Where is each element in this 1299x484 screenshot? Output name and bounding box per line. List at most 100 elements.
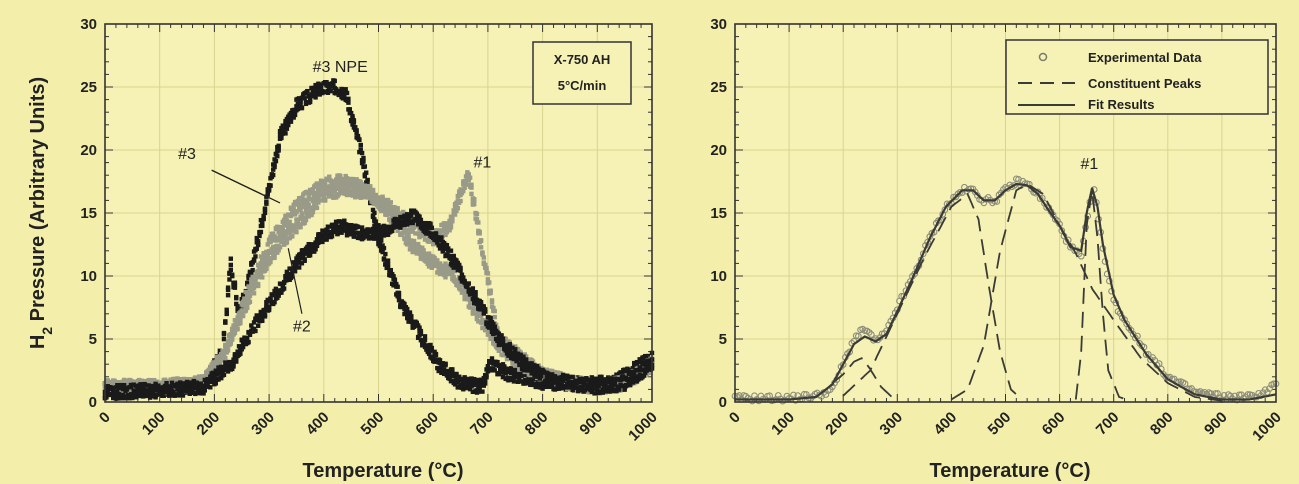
left-data-point bbox=[281, 238, 287, 244]
left-data-point bbox=[391, 210, 396, 216]
left-data-point bbox=[484, 320, 489, 325]
left-data-point bbox=[169, 380, 175, 386]
left-data-point bbox=[164, 381, 169, 386]
left-data-point bbox=[432, 240, 437, 246]
left-data-point bbox=[450, 367, 455, 372]
left-data-point bbox=[626, 368, 631, 373]
left-data-point bbox=[458, 198, 463, 204]
left-data-point bbox=[255, 239, 261, 244]
left-data-point bbox=[216, 377, 221, 382]
left-data-point bbox=[316, 200, 321, 205]
left-data-point bbox=[452, 268, 458, 274]
left-data-point bbox=[250, 267, 255, 273]
left-data-point bbox=[175, 387, 180, 392]
left-data-point bbox=[257, 267, 262, 273]
left-data-point bbox=[627, 377, 633, 382]
left-data-point bbox=[354, 177, 359, 182]
left-data-point bbox=[313, 201, 318, 206]
left-data-point bbox=[194, 380, 199, 385]
left-data-point bbox=[481, 304, 486, 309]
left-data-point bbox=[370, 207, 376, 213]
left-data-point bbox=[450, 258, 455, 264]
left-data-point bbox=[245, 305, 250, 311]
left-data-point bbox=[227, 277, 232, 282]
left-data-point bbox=[395, 228, 400, 234]
left-data-point bbox=[255, 242, 261, 248]
left-data-point bbox=[359, 225, 365, 230]
left-data-point bbox=[281, 125, 287, 130]
left-data-point bbox=[426, 251, 432, 256]
left-data-point bbox=[331, 81, 336, 87]
left-data-point bbox=[340, 95, 346, 101]
left-data-point bbox=[316, 86, 321, 92]
left-data-point bbox=[296, 259, 302, 264]
left-data-point bbox=[333, 219, 339, 225]
left-data-point bbox=[488, 315, 493, 321]
left-data-point bbox=[407, 242, 413, 247]
left-data-point bbox=[245, 335, 250, 341]
left-data-point bbox=[421, 232, 426, 238]
left-data-point bbox=[462, 185, 467, 190]
left-data-point bbox=[269, 292, 275, 298]
left-data-point bbox=[547, 368, 552, 373]
left-data-point bbox=[540, 384, 545, 390]
left-data-point bbox=[508, 366, 514, 371]
left-data-point bbox=[251, 291, 257, 296]
left-data-point bbox=[473, 309, 478, 314]
left-data-point bbox=[491, 321, 496, 327]
left-data-point bbox=[395, 208, 400, 213]
left-data-point bbox=[234, 356, 239, 362]
left-data-point bbox=[458, 377, 463, 383]
left-data-point bbox=[221, 372, 227, 377]
left-data-point bbox=[139, 382, 145, 387]
left-data-point bbox=[443, 245, 448, 250]
left-data-point bbox=[552, 370, 558, 375]
left-data-point bbox=[236, 344, 242, 349]
left-data-point bbox=[523, 357, 529, 362]
left-data-point bbox=[314, 237, 320, 242]
left-data-point bbox=[333, 228, 339, 234]
left-series--2 bbox=[102, 208, 655, 401]
left-data-point bbox=[318, 83, 324, 88]
left-data-point bbox=[321, 192, 326, 197]
left-data-point bbox=[146, 383, 151, 388]
left-data-point bbox=[636, 368, 641, 373]
left-data-point bbox=[441, 269, 447, 275]
left-data-point bbox=[131, 382, 136, 387]
left-data-point bbox=[473, 382, 478, 387]
left-data-point bbox=[466, 172, 471, 177]
left-data-point bbox=[238, 320, 243, 326]
left-data-point bbox=[462, 375, 467, 380]
left-data-point bbox=[439, 243, 444, 248]
left-data-point bbox=[225, 348, 231, 353]
left-data-point bbox=[552, 375, 558, 381]
left-data-point bbox=[426, 264, 432, 269]
left-data-point bbox=[212, 376, 217, 382]
left-data-point bbox=[417, 233, 422, 238]
left-data-point bbox=[279, 239, 284, 245]
left-data-point bbox=[433, 352, 439, 358]
left-data-point bbox=[221, 332, 227, 337]
left-data-point bbox=[407, 220, 413, 225]
left-data-point bbox=[153, 395, 158, 400]
left-data-point bbox=[398, 225, 403, 230]
left-data-point bbox=[335, 231, 340, 237]
left-data-point bbox=[394, 222, 399, 227]
left-data-point bbox=[136, 392, 142, 397]
left-data-point bbox=[333, 223, 339, 228]
left-data-point bbox=[363, 187, 369, 192]
left-data-point bbox=[492, 308, 497, 314]
left-data-point bbox=[626, 371, 631, 377]
left-data-point bbox=[273, 158, 279, 164]
left-data-point bbox=[228, 262, 234, 268]
left-data-point bbox=[147, 391, 153, 396]
left-data-point bbox=[474, 301, 480, 306]
left-data-point bbox=[388, 200, 394, 205]
left-data-point bbox=[633, 367, 638, 373]
left-data-point bbox=[515, 356, 521, 362]
left-data-point bbox=[374, 227, 380, 233]
left-data-point bbox=[462, 296, 467, 302]
left-data-point bbox=[217, 371, 223, 376]
left-data-point bbox=[385, 210, 391, 215]
left-data-point bbox=[466, 288, 471, 293]
